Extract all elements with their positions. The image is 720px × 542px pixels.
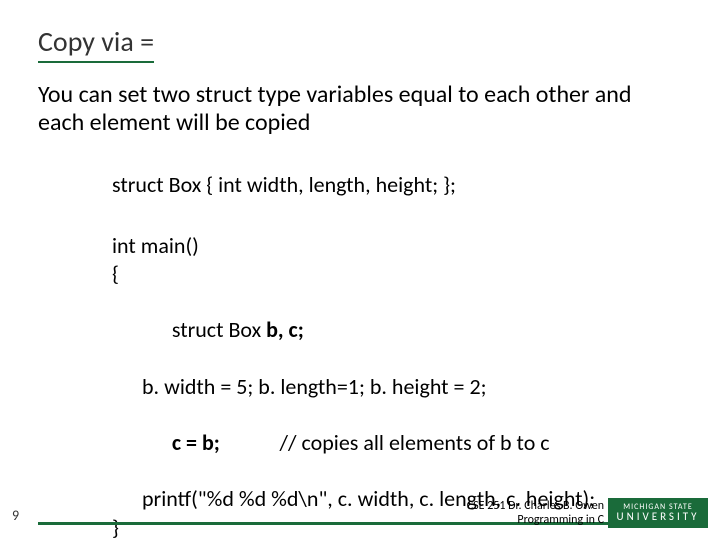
msu-logo: MICHIGAN STATE UNIVERSITY (608, 498, 708, 528)
code-text: // copies all elements of b to c (220, 429, 550, 456)
credits: CSE 251 Dr. Charles B. Owen Programming … (467, 500, 604, 528)
slide-title: Copy via = (38, 24, 154, 63)
credit-line: CSE 251 Dr. Charles B. Owen (467, 500, 604, 514)
code-line: struct Box b, c; (112, 288, 682, 372)
code-main: int main() { struct Box b, c; b. width =… (112, 232, 682, 542)
code-line: b. width = 5; b. length=1; b. height = 2… (112, 373, 682, 401)
code-text-bold: c = b; (172, 429, 220, 456)
page-number: 9 (12, 507, 19, 524)
code-text: struct Box (172, 316, 266, 343)
slide-subtitle: You can set two struct type variables eq… (38, 81, 682, 138)
code-line: int main() (112, 232, 682, 260)
code-struct-def: struct Box { int width, length, height; … (112, 172, 682, 198)
slide: Copy via = You can set two struct type v… (0, 0, 720, 540)
code-line: struct Box { int width, length, height; … (112, 172, 682, 198)
code-text-bold: b, c; (266, 316, 304, 343)
credit-line: Programming in C (467, 514, 604, 528)
code-line: { (112, 260, 682, 288)
code-line: c = b; // copies all elements of b to c (112, 401, 682, 485)
msu-text: UNIVERSITY (617, 511, 700, 523)
